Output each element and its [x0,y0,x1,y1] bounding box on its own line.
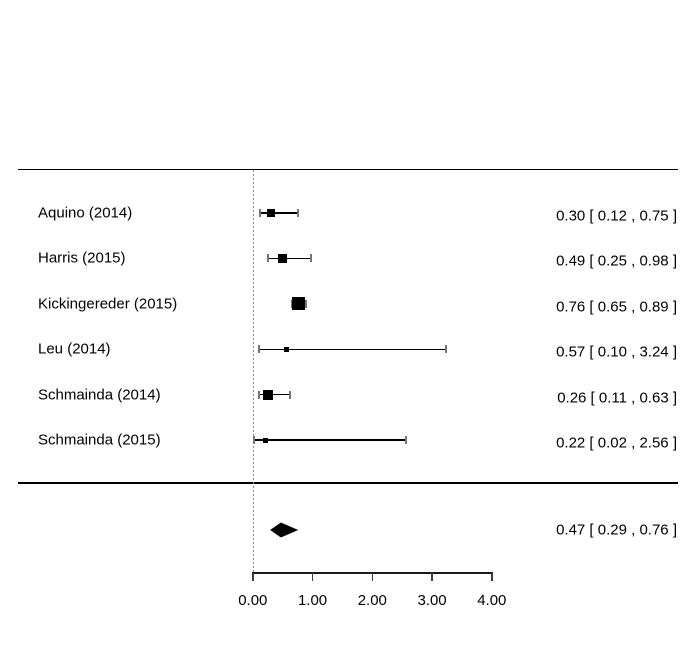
study-ci-line [258,348,447,350]
study-ci-cap-left [257,345,260,354]
study-ci-line [267,257,312,260]
study-annotation: 0.76 [ 0.65 , 0.89 ] [556,298,677,316]
axis-tick-label: 1.00 [297,592,328,609]
axis-tick [371,573,374,581]
axis-tick [431,573,433,581]
study-annotation: 0.22 [ 0.02 , 2.56 ] [556,434,677,452]
study-ci-cap-left [258,209,261,217]
study-marker [291,297,305,311]
axis-tick-label: 4.00 [477,592,507,609]
study-marker [284,346,290,352]
study-marker [263,437,269,443]
study-marker [263,389,274,400]
study-ci-line [253,439,406,441]
axis-tick [491,573,493,581]
study-ci-cap-left [252,436,255,444]
study-ci-cap-right [304,299,307,308]
study-ci-cap-right [404,436,407,444]
study-ci-cap-left [290,299,293,308]
study-marker [266,209,275,217]
study-ci-cap-right [289,390,292,399]
study-marker [277,253,287,263]
study-ci-cap-right [296,209,299,217]
axis-tick [252,573,254,581]
study-ci-line [259,393,291,396]
study-label: Schmainda (2015) [38,431,161,449]
study-annotation: 0.57 [ 0.10 , 3.24 ] [556,343,677,361]
study-ci-cap-right [310,254,313,263]
study-label: Kickingereder (2015) [38,295,178,313]
axis-tick-label: 2.00 [357,592,387,609]
study-annotation: 0.26 [ 0.11 , 0.63 ] [557,389,677,407]
separator-rule [18,482,678,484]
axis-tick [311,573,314,581]
summary-diamond [270,522,299,538]
summary-annotation: 0.47 [ 0.29 , 0.76 ] [556,521,677,539]
reference-line [252,170,254,573]
axis-tick-label: 3.00 [417,592,447,609]
axis-tick-label: 0.00 [238,592,268,609]
study-ci-cap-right [445,345,448,354]
top-rule [18,168,678,171]
study-label: Leu (2014) [38,340,111,358]
study-ci-cap-left [258,390,261,399]
study-label: Aquino (2014) [38,204,133,222]
study-label: Harris (2015) [38,249,126,267]
study-annotation: 0.49 [ 0.25 , 0.98 ] [556,252,677,270]
study-annotation: 0.30 [ 0.12 , 0.75 ] [556,207,677,225]
study-ci-cap-left [266,254,269,263]
study-label: Schmainda (2014) [38,386,161,404]
study-ci-line [259,212,298,214]
